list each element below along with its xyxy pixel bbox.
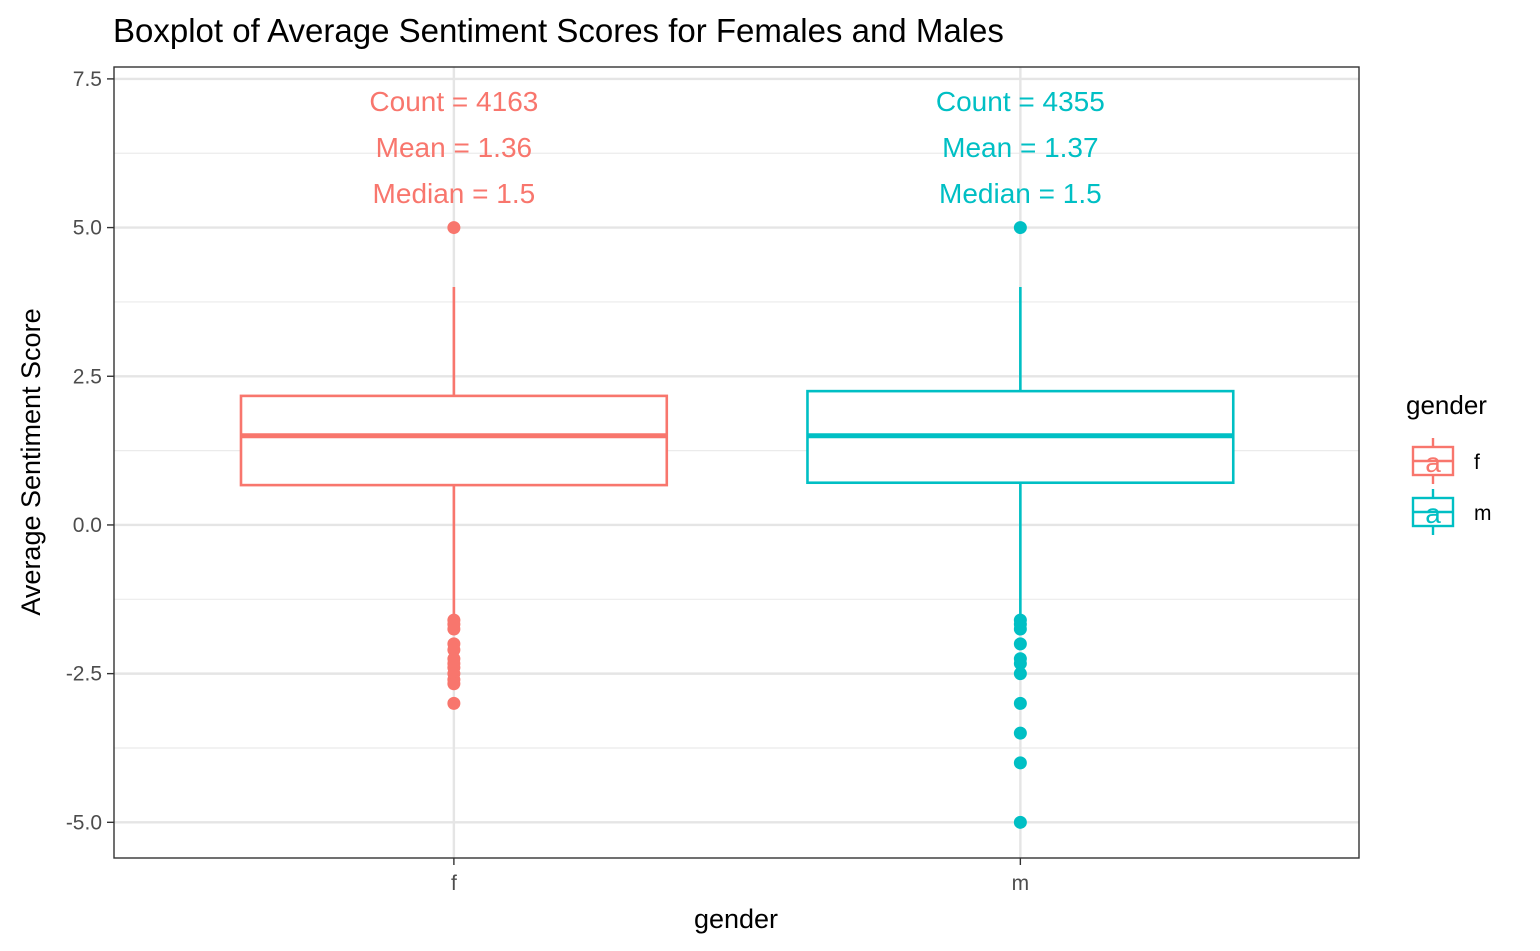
outlier-point <box>447 221 461 235</box>
annotation-m-2: Median = 1.5 <box>939 178 1102 209</box>
x-tick-label: f <box>451 872 457 895</box>
y-tick-label: 5.0 <box>73 217 102 240</box>
y-tick-label: 7.5 <box>73 68 102 91</box>
outlier-point <box>1013 696 1027 710</box>
outlier-point <box>1013 756 1027 770</box>
y-axis-title: Average Sentiment Score <box>16 308 46 615</box>
outlier-point <box>447 622 461 636</box>
summary-annotations: Count = 4163 Mean = 1.36 Median = 1.5 Count… <box>369 86 1104 209</box>
legend-key-glyph: a <box>1425 447 1441 478</box>
outlier-point <box>1013 622 1027 636</box>
annotation-m-0: Count = 4355 <box>936 86 1105 117</box>
outlier-point <box>1013 221 1027 235</box>
legend: gender a fa m <box>1406 390 1492 535</box>
outlier-point <box>447 696 461 710</box>
plot-panel-border <box>113 66 1360 859</box>
annotation-f-1: Mean = 1.36 <box>376 132 532 163</box>
y-tick-label: -5.0 <box>66 811 102 834</box>
annotation-f-2: Median = 1.5 <box>373 178 536 209</box>
box-group-m <box>806 221 1235 829</box>
outlier-point <box>447 677 461 691</box>
outlier-point <box>1013 815 1027 829</box>
y-tick-label: 0.0 <box>73 514 102 537</box>
box-group-f <box>239 221 669 710</box>
y-tick-label: -2.5 <box>66 663 102 686</box>
x-tick-label: m <box>1012 872 1030 895</box>
box-iqr <box>239 394 669 487</box>
annotation-f-0: Count = 4163 <box>369 86 538 117</box>
legend-title: gender <box>1406 390 1487 420</box>
annotation-m-1: Mean = 1.37 <box>942 132 1098 163</box>
y-axis: -5.0 -2.5 0.0 2.5 5.0 7.5 <box>66 68 114 834</box>
chart-title: Boxplot of Average Sentiment Scores for … <box>113 12 1004 49</box>
outlier-point <box>1013 667 1027 681</box>
outlier-point <box>1013 657 1027 671</box>
y-tick-label: 2.5 <box>73 365 102 388</box>
x-axis-title: gender <box>694 904 778 934</box>
box-groups <box>239 221 1235 829</box>
outlier-point <box>447 643 461 657</box>
outlier-point <box>1013 726 1027 740</box>
legend-label-m: m <box>1474 502 1492 525</box>
outlier-point <box>1013 637 1027 651</box>
legend-label-f: f <box>1474 451 1480 474</box>
legend-key-glyph: a <box>1425 498 1441 529</box>
